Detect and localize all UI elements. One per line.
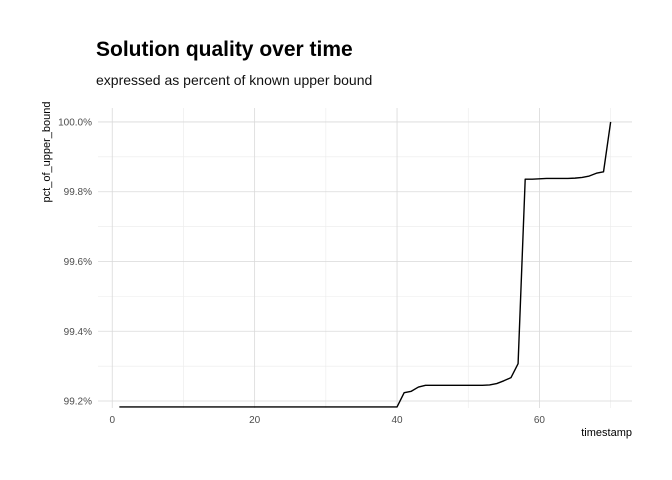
tick-labels: 0 20 40 60 99.2% 99.4% 99.6% 99.8% 100.0% — [58, 117, 545, 426]
y-tick-label: 100.0% — [58, 117, 92, 128]
y-tick-label: 99.2% — [64, 397, 92, 408]
series-line — [119, 121, 612, 408]
chart-title: Solution quality over time — [96, 38, 353, 61]
x-tick-label: 60 — [534, 415, 546, 426]
chart-subtitle: expressed as percent of known upper boun… — [96, 72, 372, 88]
x-tick-label: 40 — [391, 415, 403, 426]
y-tick-label: 99.8% — [64, 187, 92, 198]
grid-lines — [98, 108, 632, 408]
y-tick-label: 99.4% — [64, 327, 92, 338]
series-layer — [119, 121, 612, 408]
x-axis-title: timestamp — [581, 427, 632, 439]
y-axis-title: pct_of_upper_bound — [41, 102, 53, 203]
x-tick-label: 20 — [249, 415, 261, 426]
y-tick-label: 99.6% — [64, 257, 92, 268]
x-tick-label: 0 — [109, 415, 115, 426]
